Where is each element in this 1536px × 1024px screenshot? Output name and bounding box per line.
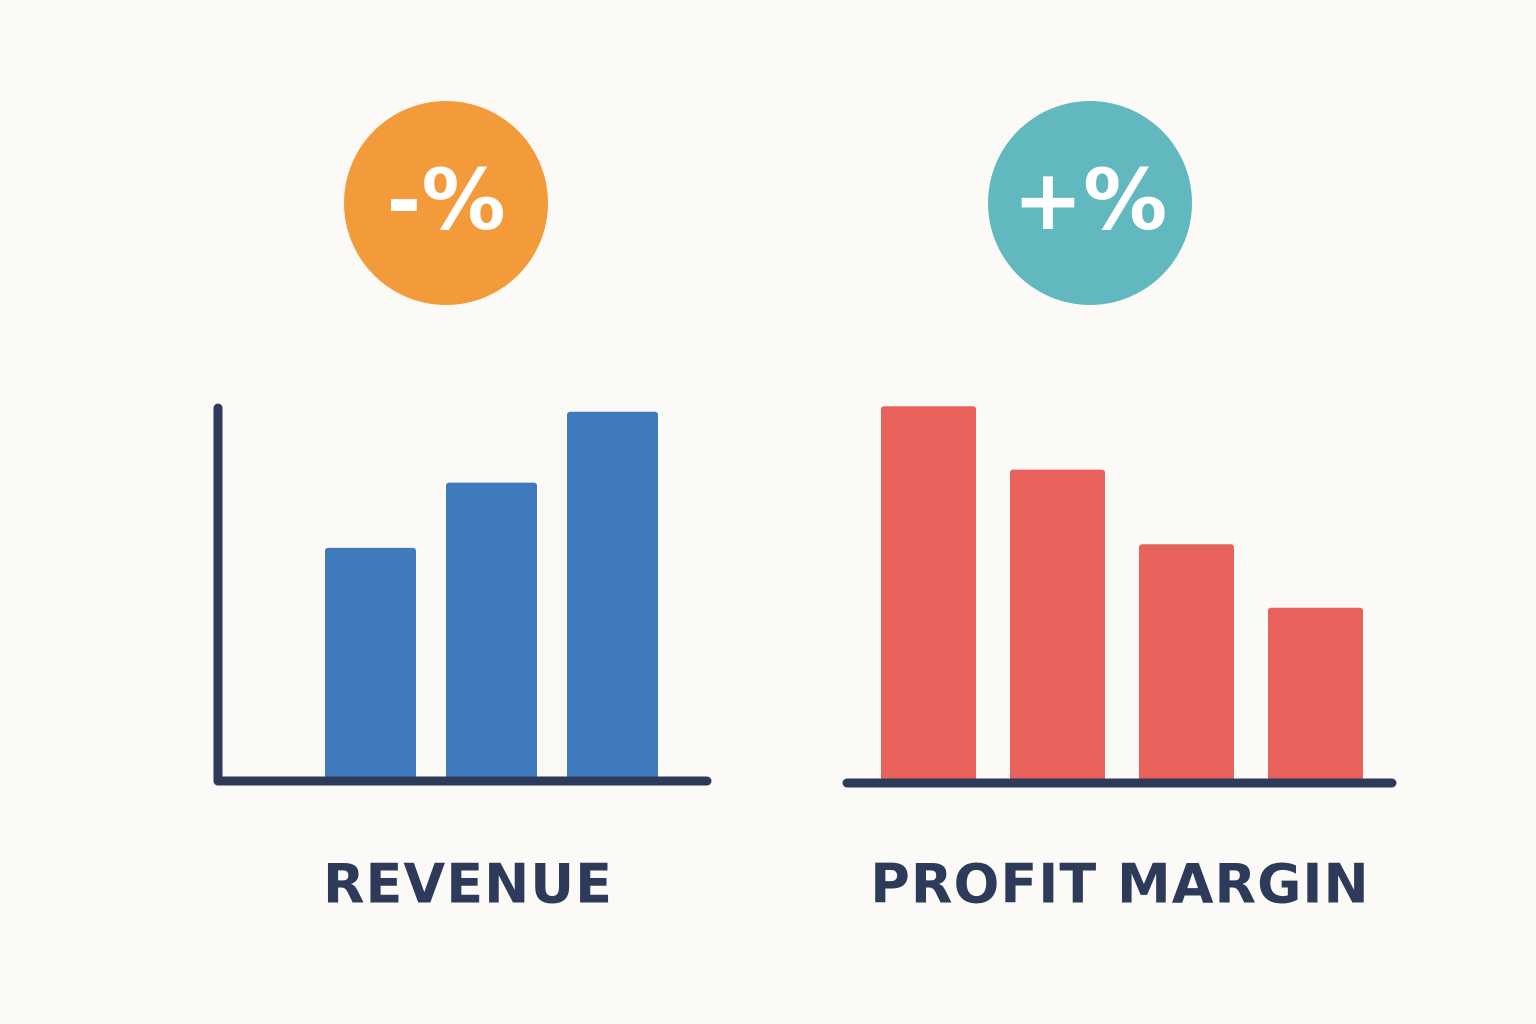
bar <box>881 406 976 783</box>
chart-title: PROFIT MARGIN <box>870 853 1369 916</box>
badge <box>344 101 548 305</box>
bar <box>1139 544 1234 783</box>
badge <box>988 101 1192 305</box>
bar <box>325 547 416 781</box>
badge-text: -% <box>386 151 505 249</box>
badge-text: +% <box>1013 151 1168 249</box>
bar <box>1010 469 1105 783</box>
chart-title: REVENUE <box>323 853 613 916</box>
bar <box>446 482 537 781</box>
bar <box>1268 607 1363 783</box>
bar <box>567 411 658 781</box>
